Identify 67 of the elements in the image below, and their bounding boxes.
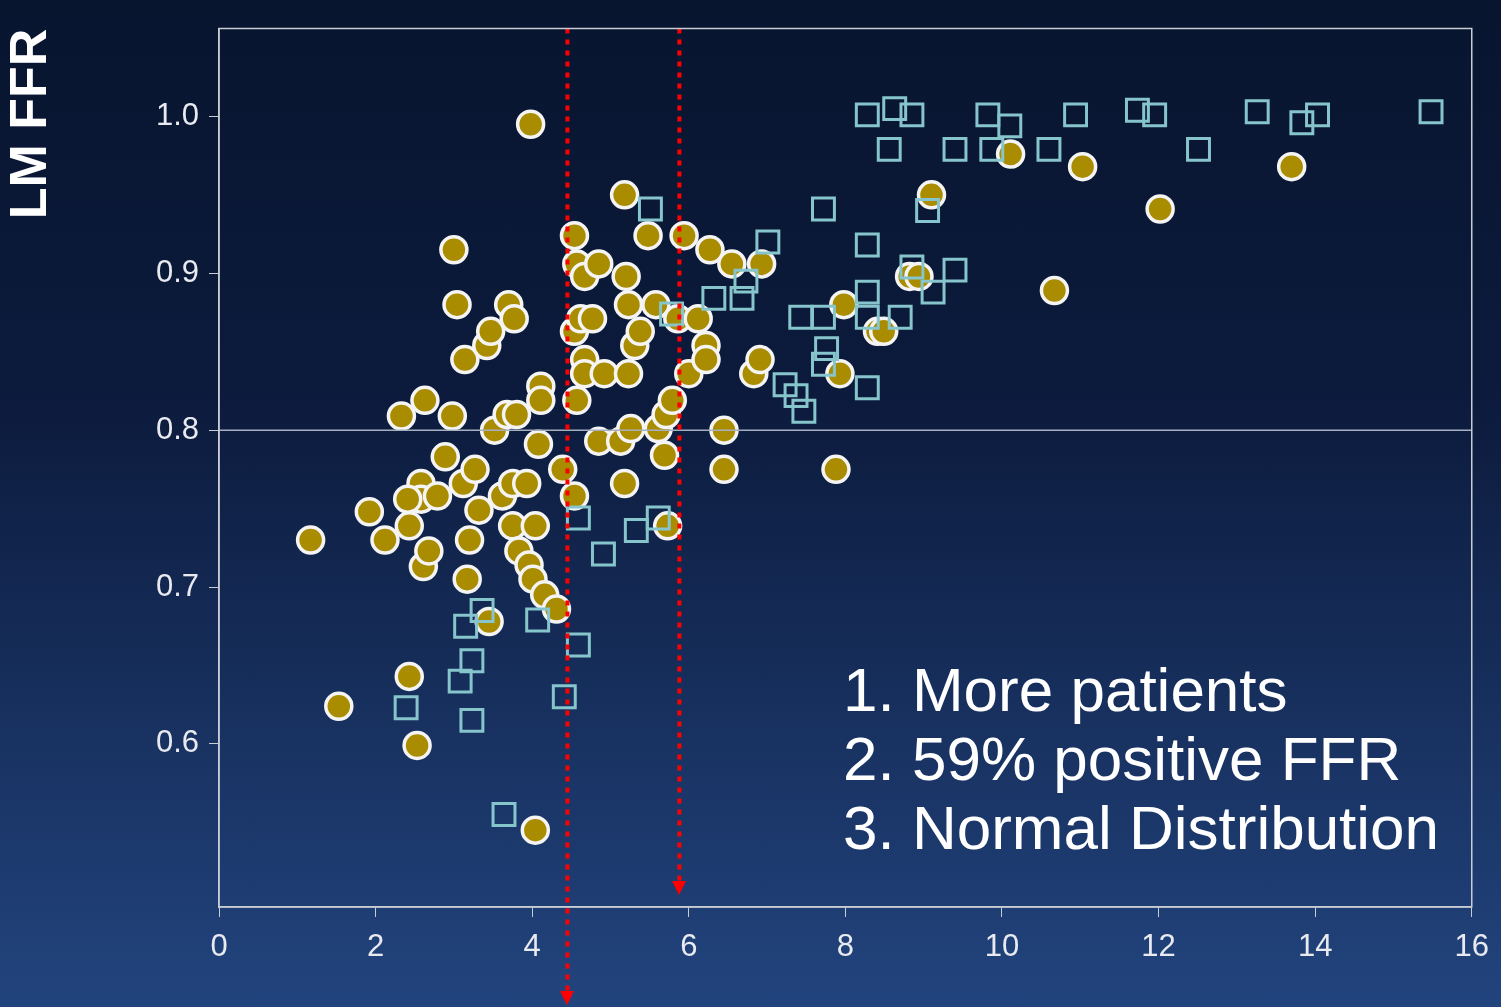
point: [876, 136, 902, 162]
point: [788, 304, 814, 330]
annotation: 3. Normal Distribution: [843, 792, 1440, 862]
point: [979, 136, 1005, 162]
point: [1142, 102, 1168, 128]
y-tick-label: 0.8: [155, 410, 199, 446]
point: [882, 96, 908, 122]
point: [915, 198, 941, 224]
point: [811, 304, 836, 330]
point: [811, 351, 836, 377]
x-tick-label: 12: [1141, 928, 1176, 964]
point: [772, 372, 798, 398]
x-tick-label: 0: [210, 928, 228, 964]
annotation: 1. More patients: [843, 654, 1288, 724]
point: [942, 136, 968, 162]
point: [1418, 99, 1444, 125]
point: [942, 257, 968, 283]
point: [783, 383, 809, 409]
point: [791, 398, 817, 424]
point: [854, 279, 880, 305]
point: [854, 304, 880, 330]
point: [1124, 97, 1150, 123]
point: [899, 102, 925, 128]
x-tick-label: 6: [680, 928, 698, 964]
annotation: 2. 59% positive FFR: [843, 723, 1402, 793]
x-tick-label: 14: [1297, 928, 1333, 964]
point: [997, 113, 1023, 139]
point: [459, 648, 485, 674]
point: [854, 102, 880, 128]
point: [551, 684, 577, 710]
point: [459, 707, 485, 733]
point: [854, 232, 880, 258]
point: [623, 518, 649, 543]
point: [814, 336, 840, 362]
point: [393, 695, 419, 721]
point: [447, 668, 473, 694]
x-tick-label: 4: [523, 928, 541, 964]
x-tick-label: 16: [1454, 928, 1489, 964]
point: [491, 801, 517, 827]
point: [811, 196, 836, 222]
point: [1063, 102, 1089, 128]
point: [1036, 136, 1062, 162]
point: [525, 607, 551, 633]
point: [637, 196, 663, 222]
point: [975, 102, 1001, 128]
point: [854, 375, 880, 401]
y-tick-label: 0.7: [155, 567, 199, 603]
point: [920, 279, 946, 305]
y-tick-label: 1.0: [155, 96, 199, 132]
point: [590, 541, 616, 567]
point: [729, 285, 755, 311]
point: [887, 304, 913, 330]
point: [453, 613, 479, 639]
point: [1244, 99, 1270, 125]
point: [1289, 110, 1315, 136]
point: [659, 301, 685, 327]
y-tick-label: 0.9: [155, 253, 199, 289]
point: [701, 285, 727, 311]
y-tick-label: 0.6: [155, 724, 199, 760]
x-tick-label: 10: [984, 928, 1020, 964]
point: [755, 229, 781, 255]
x-tick-label: 8: [836, 928, 854, 964]
point: [1186, 136, 1211, 162]
point: [1305, 102, 1330, 128]
x-tick-label: 2: [366, 928, 385, 964]
point: [733, 268, 759, 294]
y-axis-title: LM FFR: [0, 28, 57, 220]
